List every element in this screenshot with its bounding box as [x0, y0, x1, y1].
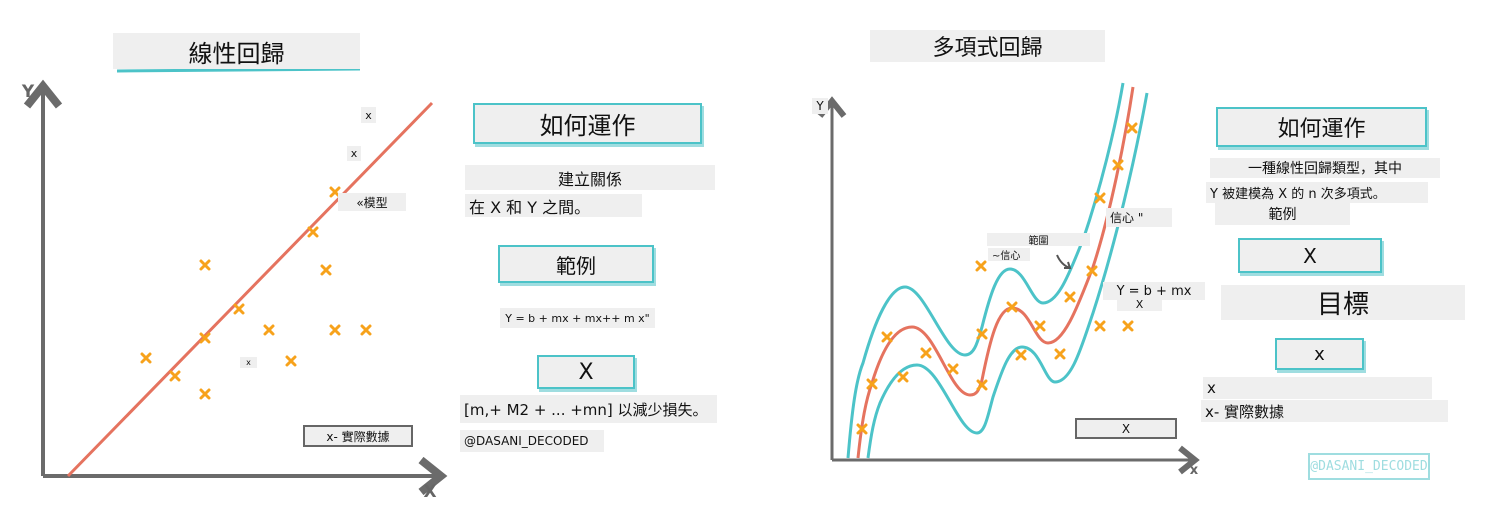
lower-confidence-curve: [866, 92, 1149, 459]
data-point-cross-icon: [329, 324, 341, 336]
data-point-cross-icon: [920, 347, 932, 359]
data-point-cross-icon: [199, 388, 211, 400]
confidence-small-label: ~信心: [988, 248, 1030, 262]
data-point-cross-icon: [1006, 301, 1018, 313]
how-text-line2: Y 被建模為 X 的 n 次多項式。: [1206, 182, 1428, 203]
credit-watermark: @DASANI_DECODED: [1308, 453, 1430, 480]
data-point-cross-icon: [866, 378, 878, 390]
how-text-line1: 一種線性回歸類型，其中: [1210, 158, 1440, 178]
title-underline: [116, 67, 361, 73]
credit-handle: @DASANI_DECODED: [460, 430, 604, 452]
arrow-icon: [1056, 254, 1072, 269]
data-point-cross-icon: [169, 370, 181, 382]
data-point-cross-icon: [1054, 348, 1066, 360]
point-label: x: [240, 357, 257, 368]
data-point-cross-icon: [1094, 320, 1106, 332]
actual-data-legend: x- 實際數據: [1201, 400, 1448, 422]
formula-x-label: X: [1117, 298, 1162, 311]
polynomial-regression-title: 多項式回歸: [870, 30, 1105, 62]
data-point-cross-icon: [1122, 320, 1134, 332]
data-point-cross-icon: [360, 324, 372, 336]
model-label: «模型: [338, 193, 406, 211]
example-label: 範例: [1215, 203, 1350, 225]
regression-line: [66, 101, 434, 478]
data-point-cross-icon: [307, 226, 319, 238]
data-point-cross-icon: [897, 371, 909, 383]
confidence-label: 信心 ": [1106, 208, 1172, 227]
data-point-cross-icon: [881, 331, 893, 343]
data-point-cross-icon: [1034, 320, 1046, 332]
y-axis-label: Y: [812, 98, 828, 114]
how-text-line1: 建立關係: [465, 165, 715, 190]
point-label: x: [347, 146, 361, 161]
point-label: x: [361, 107, 376, 123]
data-point-cross-icon: [199, 259, 211, 271]
data-point-cross-icon: [1094, 192, 1106, 204]
loss-note: [m,+ M2 + ... +mn] 以減少損失。: [460, 395, 717, 423]
how-it-works-heading: 如何運作: [473, 103, 702, 144]
data-point-cross-icon: [975, 260, 987, 272]
data-point-cross-icon: [140, 352, 152, 364]
actual-data-legend: x- 實際數據: [303, 425, 413, 447]
example-x-box: X: [1238, 238, 1382, 273]
polynomial-fit-curve: [856, 86, 1135, 459]
how-text-line2: 在 X 和 Y 之間。: [465, 194, 642, 217]
how-it-works-heading: 如何運作: [1216, 107, 1427, 147]
formula-label: Y = b + mx: [1103, 282, 1205, 300]
data-point-cross-icon: [285, 355, 297, 367]
example-heading: 範例: [498, 245, 654, 283]
data-point-cross-icon: [976, 328, 988, 340]
goal-x-box: x: [1275, 338, 1364, 370]
data-point-cross-icon: [329, 186, 341, 198]
range-label: 範圍: [987, 233, 1090, 247]
data-point-cross-icon: [263, 324, 275, 336]
x-axis-label: X: [423, 482, 437, 502]
goal-heading: 目標: [1221, 285, 1465, 320]
data-point-cross-icon: [856, 423, 868, 435]
data-point-cross-icon: [199, 332, 211, 344]
example-x-box: X: [537, 355, 635, 389]
example-formula: Y = b + mx + mx++ m x": [500, 308, 655, 328]
x-box: X: [1075, 418, 1177, 439]
goal-line1: x: [1203, 377, 1432, 399]
data-point-cross-icon: [976, 379, 988, 391]
linear-regression-title: 線性回歸: [113, 33, 360, 69]
y-axis-label: Y: [21, 82, 35, 102]
data-point-cross-icon: [320, 264, 332, 276]
data-point-cross-icon: [1015, 349, 1027, 361]
data-point-cross-icon: [947, 363, 959, 375]
data-point-cross-icon: [1086, 265, 1098, 277]
data-point-cross-icon: [233, 303, 245, 315]
x-axis-label: x: [1189, 462, 1199, 478]
data-point-cross-icon: [1126, 122, 1138, 134]
data-point-cross-icon: [1064, 291, 1076, 303]
data-point-cross-icon: [1112, 159, 1124, 171]
